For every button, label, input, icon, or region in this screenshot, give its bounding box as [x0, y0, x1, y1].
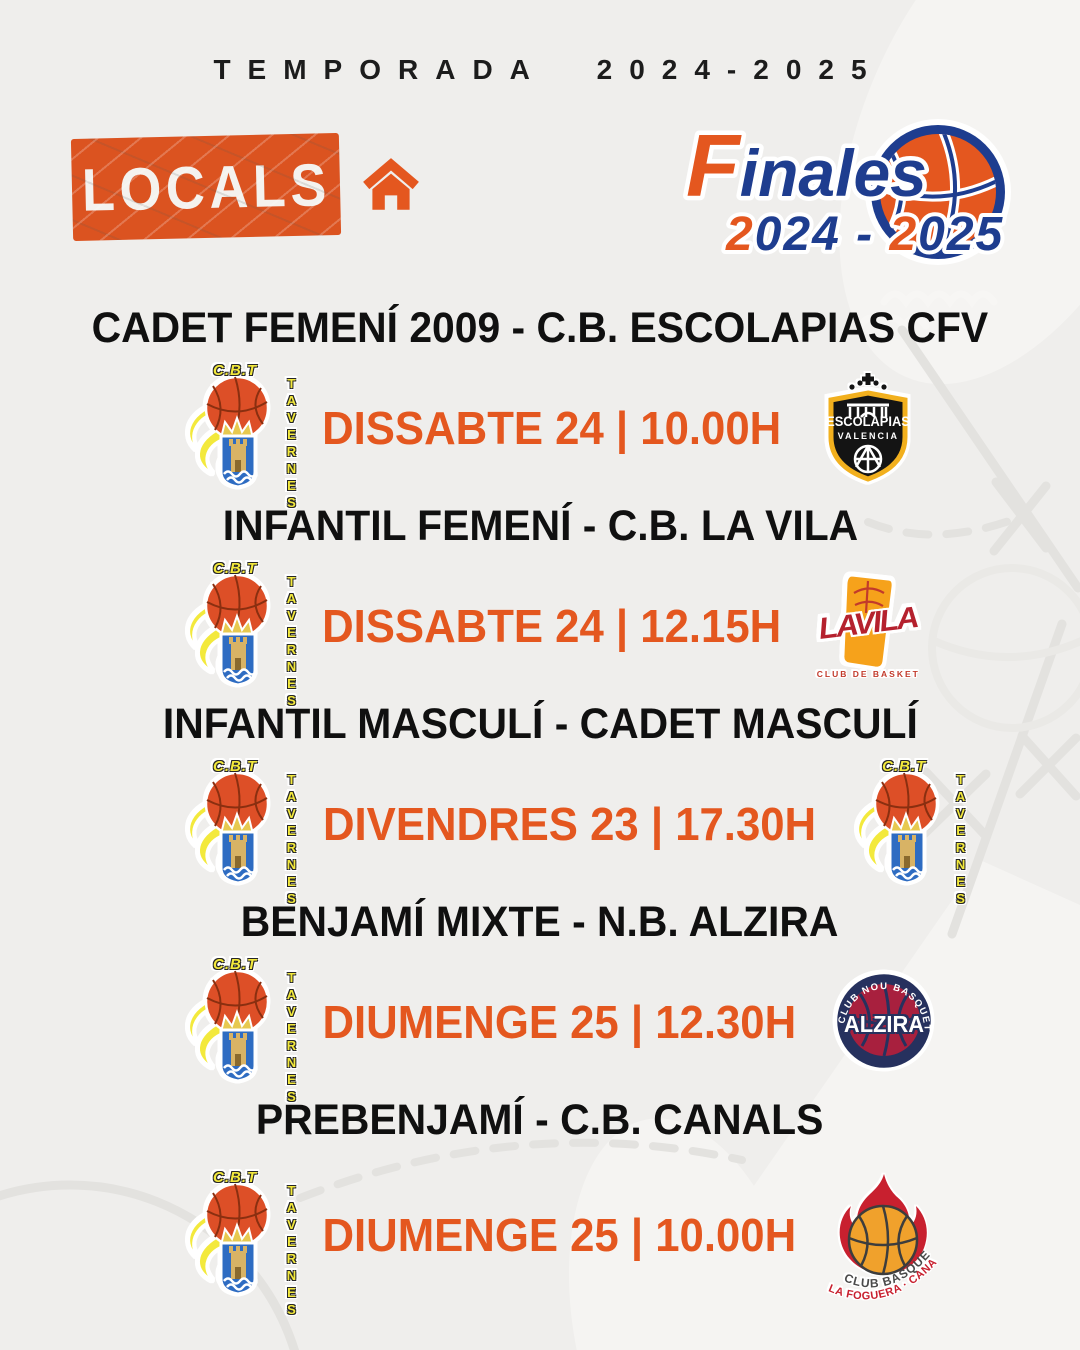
cbt-tavernes-crest-graphic [187, 969, 270, 1083]
match-section-5: PREBENJAMÍ - C.B. CANALS [0, 1096, 1080, 1319]
cbt-tavernes-vertical-name: TAVERNES [953, 772, 969, 908]
match-title: CADET FEMENÍ 2009 - C.B. ESCOLAPIAS CFV [91, 304, 989, 352]
home-team-logo-slot: C.B.T TAVERNES [160, 956, 310, 1106]
match-schedule: DISSABTE 24 | 10.00H [322, 402, 782, 454]
home-team-logo-slot: C.B.T TAVERNES [160, 560, 310, 710]
match-row: C.B.T TAVERNES DISSABTE 24 | 12.15H LAVI… [160, 560, 920, 710]
cbt-tavernes-wordmark: C.B.T [213, 956, 258, 973]
escolapias-valencia-logo: ESCOLAPIAS VALENCIA [817, 371, 919, 485]
match-section-4: BENJAMÍ MIXTE - N.B. ALZIRA [0, 898, 1080, 1106]
finales-wordmark: Finales [686, 116, 927, 215]
cbt-tavernes-vertical-name: TAVERNES [284, 970, 299, 1106]
cbt-tavernes-logo: C.B.T TAVERNES [171, 1169, 299, 1319]
away-team-logo-slot: CLUB BÀSQUET LA FOGUERA · CANALS [809, 1158, 959, 1312]
cbt-tavernes-logo: C.B.T TAVERNES [171, 362, 299, 512]
cbt-tavernes-logo: C.B.T TAVERNES [840, 758, 968, 908]
cbt-tavernes-logo: C.B.T TAVERNES [171, 956, 299, 1106]
away-team-logo-slot: ESCOLAPIAS VALENCIA [793, 371, 943, 485]
cbt-tavernes-wordmark: C.B.T [213, 1169, 258, 1186]
home-icon [363, 158, 419, 210]
escolapias-city: VALENCIA [837, 431, 899, 441]
cbt-tavernes-vertical-name: TAVERNES [284, 772, 299, 908]
match-schedule: DIVENDRES 23 | 17.30H [322, 798, 817, 850]
match-section-3: INFANTIL MASCULÍ - CADET MASCULÍ [0, 700, 1080, 908]
la-vila-graphic [841, 573, 895, 670]
cbt-tavernes-crest-graphic [187, 375, 270, 489]
match-title: BENJAMÍ MIXTE - N.B. ALZIRA [241, 898, 839, 946]
cbt-tavernes-crest-graphic [187, 1182, 270, 1296]
match-list: CADET FEMENÍ 2009 - C.B. ESCOLAPIAS CFV [0, 304, 1080, 1319]
escolapias-shield-graphic [826, 373, 910, 484]
away-team-logo-slot: C.B.T TAVERNES [829, 758, 979, 908]
canals-flame-graphic: CLUB BÀSQUET LA FOGUERA · CANALS [824, 1172, 939, 1302]
cbt-tavernes-logo: C.B.T TAVERNES [171, 560, 299, 710]
cbt-tavernes-wordmark: C.B.T [213, 560, 258, 577]
match-schedule: DIUMENGE 25 | 12.30H [322, 996, 797, 1048]
la-vila-subtitle: CLUB DE BASKET [816, 669, 920, 679]
escolapias-name: ESCOLAPIAS [826, 413, 911, 429]
home-team-logo-slot: C.B.T TAVERNES [160, 758, 310, 908]
season-heading: TEMPORADA 2024-2025 [213, 54, 884, 85]
alzira-roundel-graphic: CLUB NOU BASQUET [834, 971, 933, 1071]
basketball-icon [865, 119, 1011, 265]
home-team-logo-slot: C.B.T TAVERNES [160, 362, 310, 512]
finales-2024-2025-logo: Finales 2024 - 2025 [682, 102, 1030, 284]
match-title: INFANTIL MASCULÍ - CADET MASCULÍ [162, 700, 918, 748]
nb-alzira-logo: CLUB NOU BASQUET ALZIRA [832, 969, 936, 1075]
match-row: C.B.T TAVERNES DISSABTE 24 | 10.00H [160, 362, 920, 512]
cbt-tavernes-wordmark: C.B.T [213, 758, 258, 775]
cb-canals-logo: CLUB BÀSQUET LA FOGUERA · CANALS [824, 1172, 944, 1312]
cbt-tavernes-vertical-name: TAVERNES [284, 376, 299, 512]
match-row: C.B.T TAVERNES DIUMENGE 25 | 10.00H CLUB… [160, 1158, 939, 1319]
finales-years: 2024 - 2025 [725, 208, 1004, 261]
cbt-tavernes-logo: C.B.T TAVERNES [171, 758, 299, 908]
match-section-2: INFANTIL FEMENÍ - C.B. LA VILA [0, 502, 1080, 710]
cb-la-vila-logo: LAVILA CLUB DE BASKET [812, 569, 924, 683]
cbt-tavernes-crest-graphic [187, 771, 270, 885]
away-team-logo-slot: LAVILA CLUB DE BASKET [793, 569, 943, 683]
cbt-tavernes-wordmark: C.B.T [882, 758, 927, 775]
match-title: INFANTIL FEMENÍ - C.B. LA VILA [222, 502, 858, 550]
locals-badge: LOCALS [70, 132, 342, 242]
cbt-tavernes-crest-graphic [856, 771, 939, 885]
locals-badge-label: LOCALS [80, 150, 332, 224]
cbt-tavernes-crest-graphic [187, 573, 270, 687]
home-team-logo-slot: C.B.T TAVERNES [160, 1169, 310, 1319]
match-schedule: DIUMENGE 25 | 10.00H [322, 1209, 797, 1261]
cbt-tavernes-vertical-name: TAVERNES [284, 1183, 299, 1319]
cbt-tavernes-vertical-name: TAVERNES [284, 574, 299, 710]
match-title: PREBENJAMÍ - C.B. CANALS [256, 1096, 824, 1144]
match-row: C.B.T TAVERNES DIVENDRES 23 | 17.30H [160, 758, 968, 908]
alzira-name: ALZIRA [843, 1011, 924, 1037]
match-row: C.B.T TAVERNES DIUMENGE 25 | 12.30H CLUB… [160, 956, 933, 1106]
cbt-tavernes-wordmark: C.B.T [213, 362, 258, 379]
away-team-logo-slot: CLUB NOU BASQUET ALZIRA [809, 969, 959, 1075]
finales-logo-graphic: Finales 2024 - 2025 [682, 112, 1011, 265]
match-schedule: DISSABTE 24 | 12.15H [322, 600, 782, 652]
match-section-1: CADET FEMENÍ 2009 - C.B. ESCOLAPIAS CFV [0, 304, 1080, 512]
